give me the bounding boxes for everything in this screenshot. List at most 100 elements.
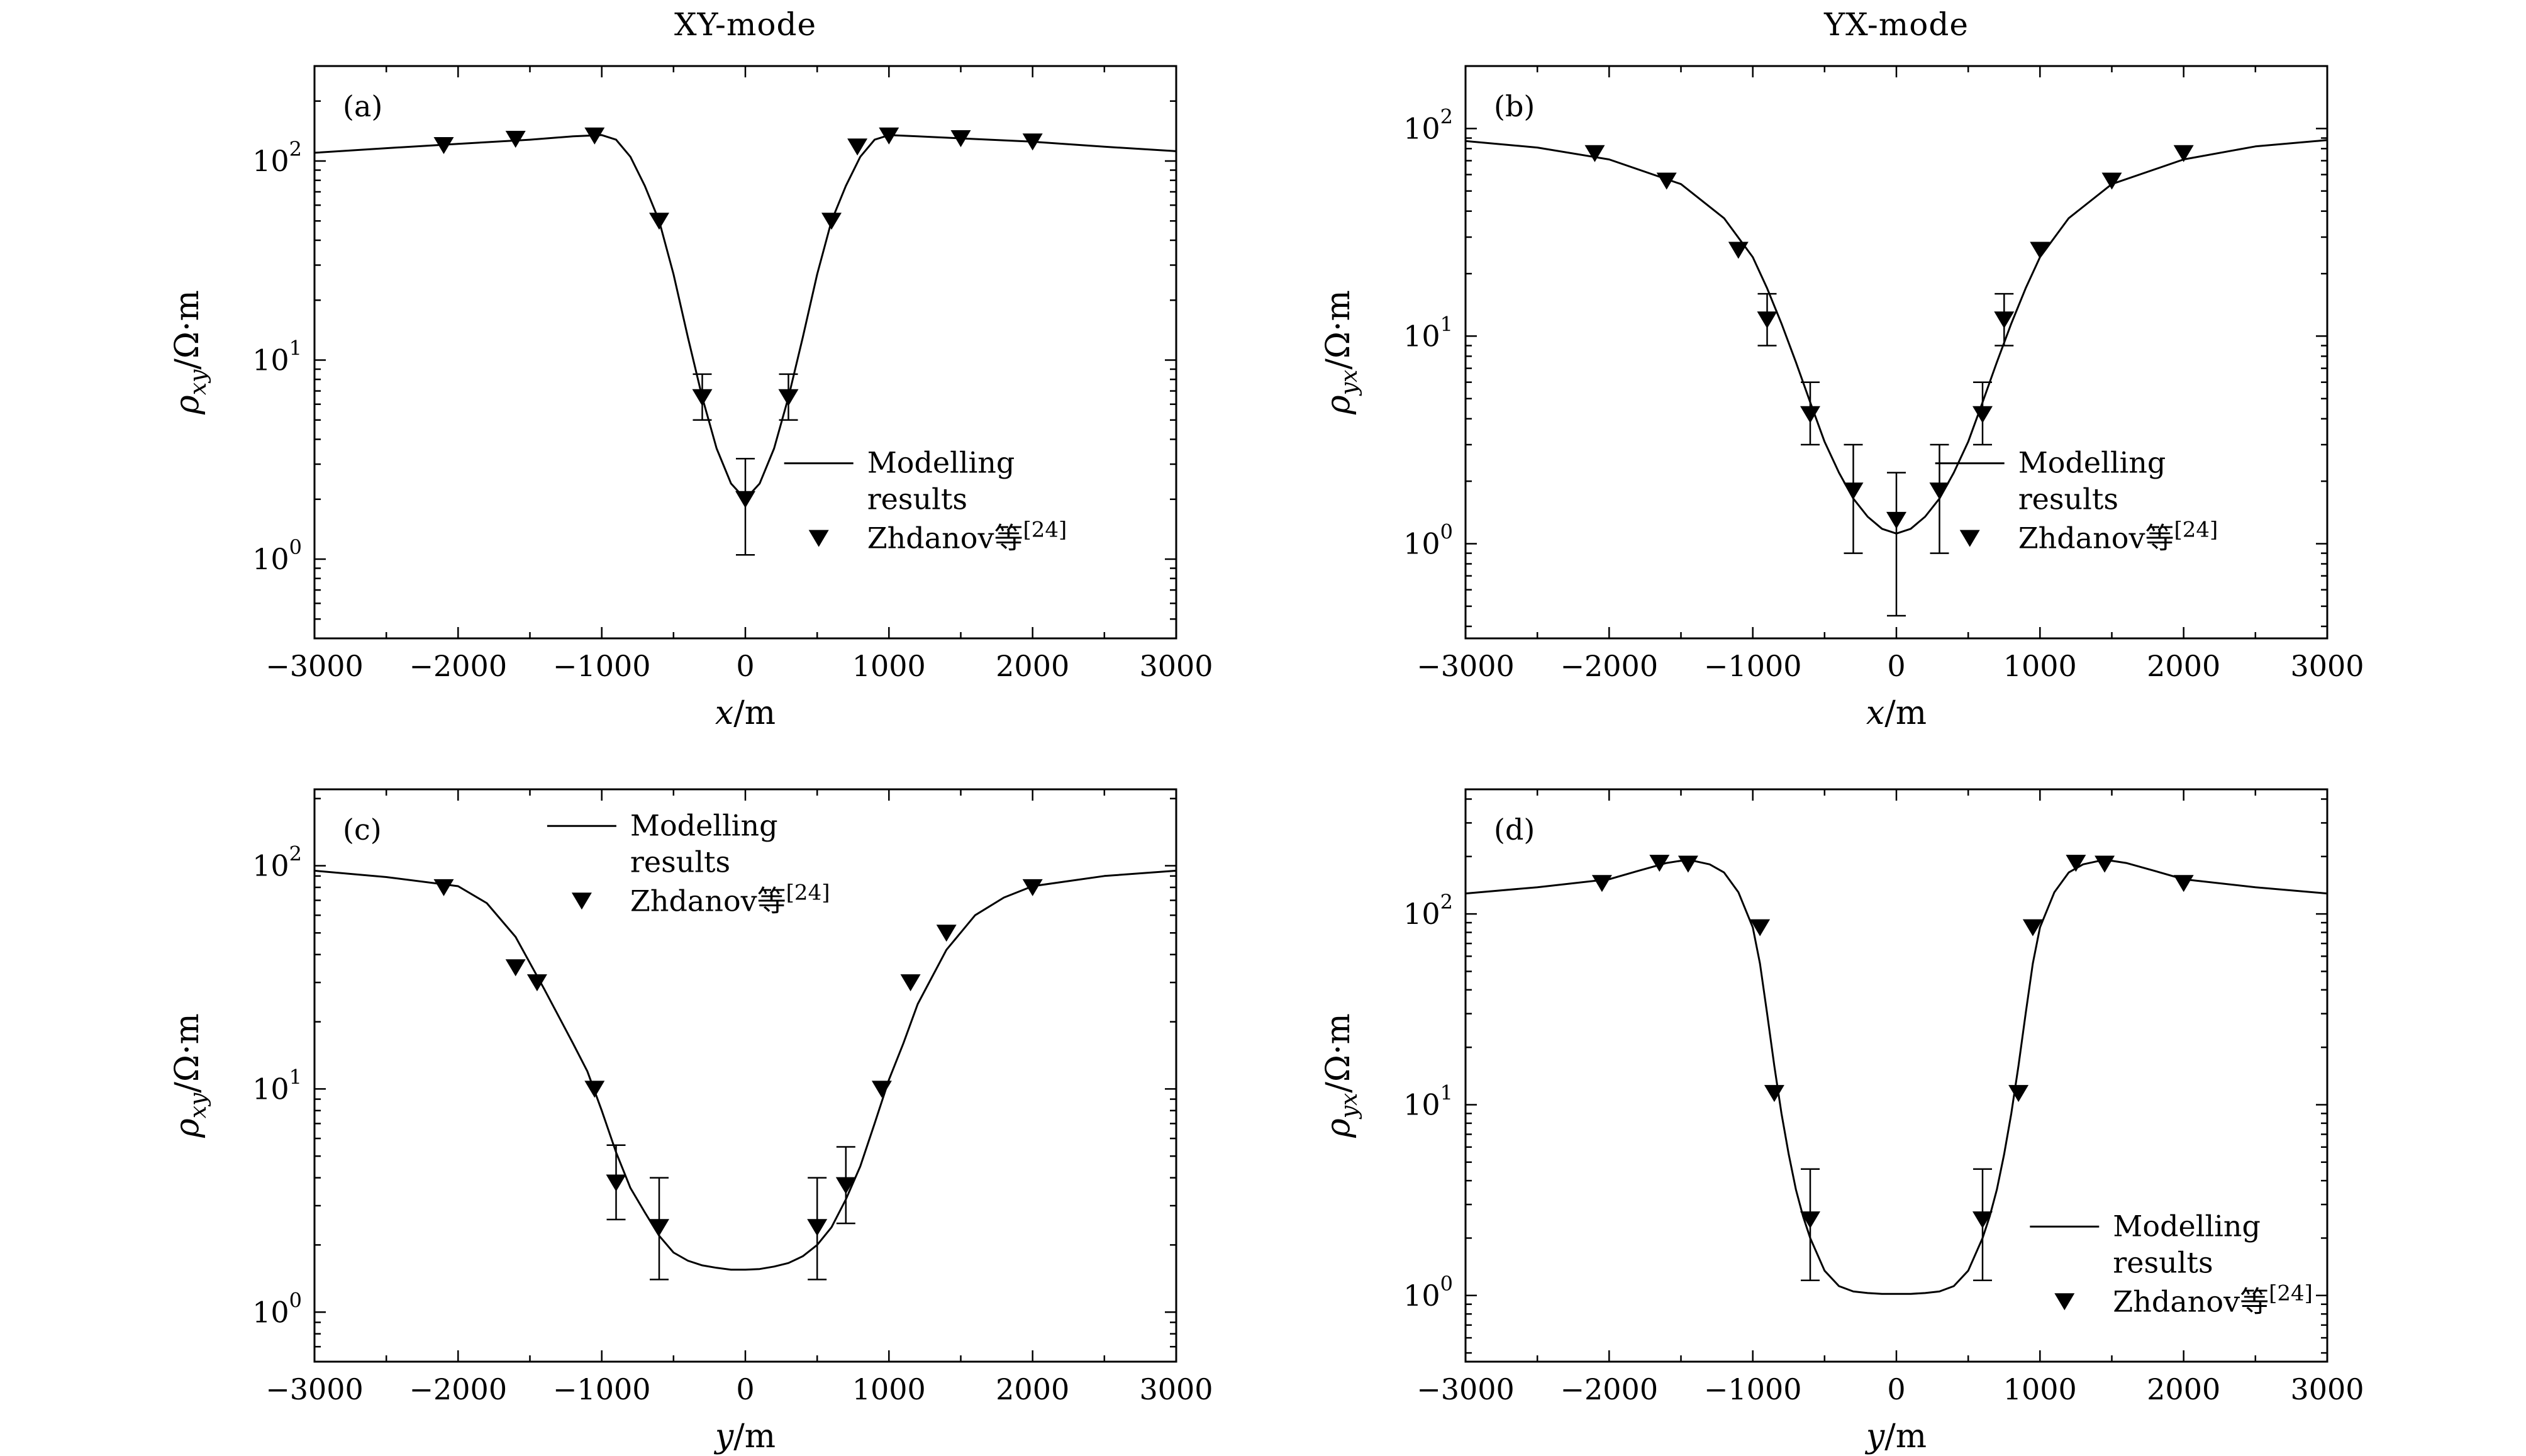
y-tick-label: 100 — [252, 535, 302, 576]
x-axis-label: x/m — [1866, 694, 1927, 732]
chart-svg-b: −3000 −2000 −1000 0 1000 2000 3000 100 101 102 (b)… — [1320, 65, 2364, 732]
panel-label: (a) — [343, 89, 382, 123]
y-axis-label: ρxy/Ω·m — [169, 290, 211, 415]
data-marker-triangle — [1886, 511, 1906, 529]
data-marker-triangle — [1584, 145, 1605, 162]
model-curve — [314, 134, 1177, 501]
legend-label-zhdanov: Zhdanov等[24] — [867, 518, 1067, 555]
data-marker-triangle — [1929, 482, 1950, 500]
data-marker-triangle — [1800, 406, 1820, 423]
data-marker-triangle — [847, 138, 868, 156]
data-marker-triangle — [505, 131, 526, 148]
data-marker-triangle — [900, 974, 921, 992]
chart-svg-c: −3000 −2000 −1000 0 1000 2000 3000 100 101 102 (c)… — [169, 788, 1213, 1455]
data-marker-triangle — [1800, 1211, 1820, 1229]
data-marker-triangle — [1649, 855, 1670, 872]
x-tick-label: 1000 — [852, 649, 926, 683]
legend-label-modelling: Modelling — [2113, 1209, 2261, 1243]
x-tick-label: 2000 — [996, 1372, 1069, 1406]
x-tick-label: 2000 — [2147, 649, 2220, 683]
data-marker-triangle — [2030, 242, 2050, 259]
error-bar — [1887, 472, 1906, 617]
legend-label-results: results — [867, 482, 967, 516]
data-marker-triangle — [1728, 242, 1749, 259]
tick-marks — [1464, 789, 2328, 1362]
model-curve — [314, 869, 1177, 1271]
tick-marks — [1464, 66, 2328, 638]
legend-label-results: results — [630, 845, 730, 879]
data-marker-triangle — [2066, 855, 2086, 872]
y-axis-label: ρyx/Ω·m — [1320, 290, 1362, 415]
column-title-yx-mode: YX-mode — [1824, 6, 1969, 43]
x-tick-label: 2000 — [996, 649, 1069, 683]
x-axis-label: y/m — [1865, 1418, 1927, 1455]
data-marker-triangle — [821, 213, 842, 230]
x-tick-label: −2000 — [1560, 649, 1658, 683]
legend-label-results: results — [2018, 482, 2118, 516]
y-axis-label: ρyx/Ω·m — [1320, 1013, 1362, 1138]
data-marker-triangle — [1764, 1085, 1784, 1103]
legend-label-modelling: Modelling — [630, 808, 778, 842]
legend-label-zhdanov: Zhdanov等[24] — [2018, 518, 2218, 555]
tick-marks — [313, 66, 1177, 638]
data-marker-triangle — [1843, 482, 1864, 500]
x-tick-label: 1000 — [852, 1372, 926, 1406]
legend-label-zhdanov: Zhdanov等[24] — [630, 880, 830, 918]
data-marker-triangle — [2022, 919, 2043, 936]
data-marker-triangle — [2101, 172, 2122, 190]
data-marker-triangle — [2173, 875, 2194, 892]
x-tick-label: 3000 — [2290, 649, 2364, 683]
legend-marker-sample — [571, 892, 592, 910]
y-tick-label: 102 — [1403, 890, 1453, 931]
x-tick-label: 3000 — [1139, 649, 1213, 683]
data-marker-triangle — [1757, 311, 1778, 329]
x-tick-label: −1000 — [1704, 1372, 1802, 1406]
legend-label-modelling: Modelling — [867, 446, 1015, 480]
data-marker-triangle — [871, 1081, 892, 1098]
x-tick-label: 0 — [736, 649, 754, 683]
x-tick-label: 3000 — [1139, 1372, 1213, 1406]
x-tick-label: −2000 — [409, 649, 507, 683]
data-marker-triangle — [778, 389, 799, 406]
y-tick-label: 101 — [1403, 1081, 1453, 1122]
data-marker-triangle — [1750, 919, 1771, 936]
panel-label: (d) — [1494, 813, 1535, 847]
legend-marker-sample — [808, 530, 829, 547]
x-tick-label: −1000 — [553, 1372, 651, 1406]
column-title-xy-mode: XY-mode — [674, 6, 817, 43]
y-tick-label: 100 — [252, 1288, 302, 1329]
x-tick-label: −3000 — [265, 1372, 364, 1406]
data-marker-triangle — [2095, 855, 2115, 873]
data-marker-triangle — [526, 974, 547, 992]
x-tick-label: −1000 — [1704, 649, 1802, 683]
x-tick-label: 0 — [1887, 1372, 1905, 1406]
data-marker-triangle — [2173, 145, 2194, 162]
y-tick-label: 101 — [252, 1065, 302, 1106]
data-marker-triangle — [584, 127, 605, 145]
y-tick-label: 101 — [1403, 312, 1453, 353]
data-marker-triangle — [950, 130, 971, 147]
tick-marks — [313, 789, 1177, 1363]
data-marker-triangle — [835, 1177, 856, 1194]
chart-panel-a: −3000 −2000 −1000 0 1000 2000 3000 100 101 102 (a)… — [101, 44, 1233, 736]
data-marker-triangle — [433, 137, 454, 154]
data-marker-triangle — [1022, 133, 1043, 151]
x-tick-label: 3000 — [2290, 1372, 2364, 1406]
data-marker-triangle — [807, 1219, 828, 1236]
data-marker-triangle — [1022, 879, 1043, 896]
data-marker-triangle — [2008, 1085, 2029, 1103]
y-axis-label: ρxy/Ω·m — [169, 1013, 211, 1138]
x-tick-label: 1000 — [2003, 1372, 2077, 1406]
y-tick-label: 100 — [1403, 1272, 1453, 1313]
data-marker-triangle — [606, 1174, 626, 1192]
data-marker-triangle — [936, 925, 957, 942]
panel-label: (c) — [343, 813, 382, 847]
data-marker-triangle — [692, 389, 713, 406]
data-marker-triangle — [1972, 1211, 1993, 1229]
x-tick-label: −3000 — [265, 649, 364, 683]
legend-label-modelling: Modelling — [2018, 446, 2166, 480]
